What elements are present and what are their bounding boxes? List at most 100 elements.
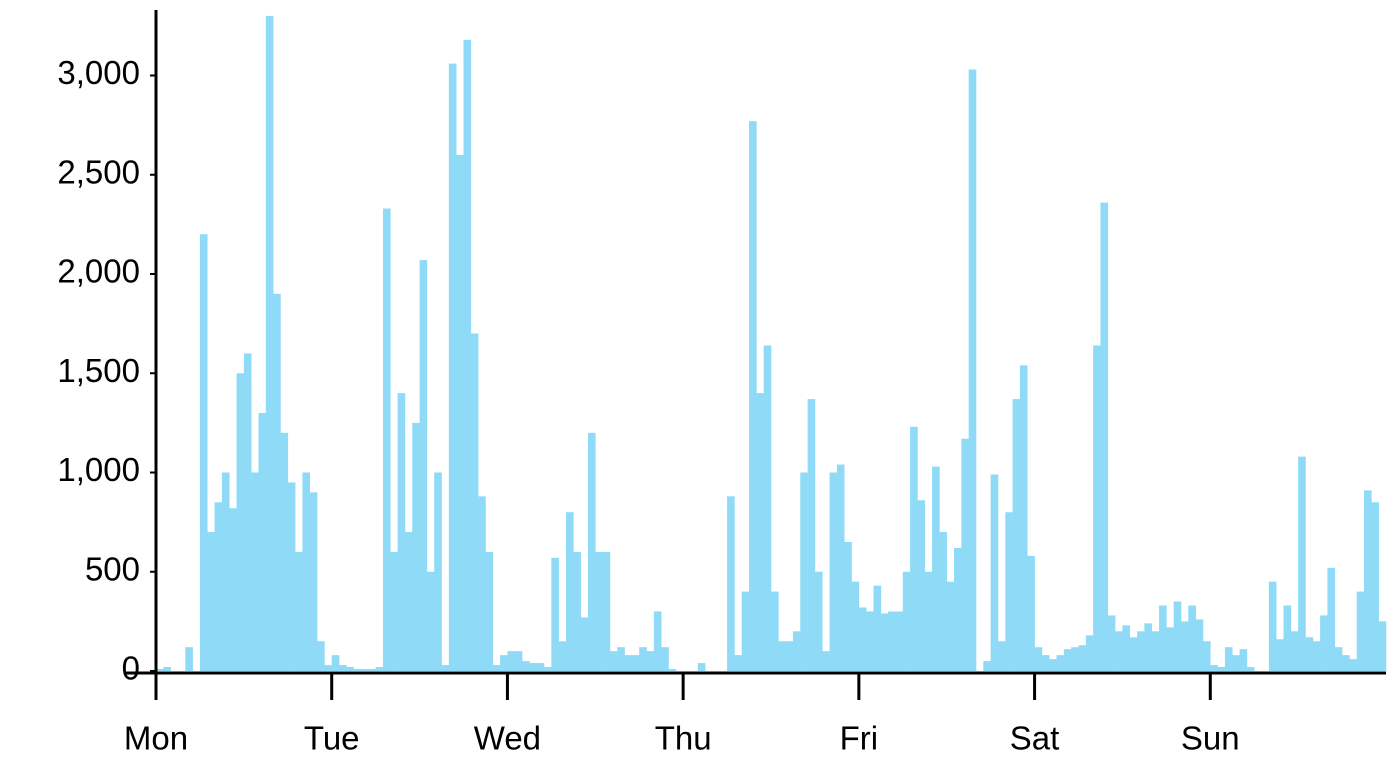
bar: [265, 15, 274, 671]
bar: [361, 669, 369, 671]
bar: [324, 665, 333, 671]
bar: [485, 551, 494, 671]
bar: [968, 69, 977, 671]
bar: [1364, 490, 1372, 671]
bar: [309, 492, 318, 671]
bar: [221, 472, 230, 671]
bar: [1115, 631, 1123, 671]
bar: [185, 647, 193, 671]
bar: [1188, 605, 1196, 671]
bar: [243, 353, 252, 671]
x-tick-label: Wed: [474, 720, 541, 757]
bar: [1159, 605, 1167, 671]
bar: [1342, 655, 1350, 671]
bar: [368, 669, 376, 671]
bar: [1078, 645, 1087, 671]
bar: [902, 571, 911, 671]
bar: [419, 260, 428, 671]
bar: [1195, 619, 1204, 671]
bar: [1232, 655, 1240, 671]
bar: [448, 63, 457, 671]
bar: [404, 532, 413, 671]
bar: [1019, 365, 1028, 671]
bar: [873, 585, 882, 671]
bar: [339, 665, 347, 671]
bar: [946, 581, 955, 671]
bar: [463, 39, 472, 671]
bar: [514, 651, 523, 671]
bar: [229, 508, 237, 671]
bar: [1166, 627, 1174, 671]
bar: [624, 655, 633, 671]
bar: [1276, 639, 1284, 671]
bar: [844, 541, 852, 671]
bar: [1202, 641, 1211, 671]
bar: [609, 651, 618, 671]
bar: [522, 661, 530, 671]
bar: [507, 651, 516, 671]
bar: [836, 464, 845, 671]
bar: [1137, 631, 1145, 671]
bar: [792, 631, 801, 671]
bar: [822, 651, 830, 671]
bar: [1239, 649, 1248, 671]
bar: [273, 293, 281, 671]
bar: [207, 532, 215, 671]
x-tick-label: Sun: [1181, 720, 1240, 757]
bar: [807, 399, 816, 671]
bar: [302, 472, 311, 671]
y-tick-label: 3,000: [57, 54, 140, 91]
bar: [1144, 623, 1153, 671]
bar: [800, 472, 808, 671]
bar: [1349, 659, 1358, 671]
bar: [866, 611, 874, 671]
bar: [888, 611, 896, 671]
bar: [544, 667, 552, 671]
bar: [661, 647, 669, 671]
bar: [500, 655, 508, 671]
bar: [1210, 665, 1218, 671]
bar: [382, 208, 391, 671]
bar: [478, 496, 486, 671]
bar: [851, 581, 860, 671]
bar: [778, 641, 786, 671]
bar: [1027, 555, 1035, 671]
bar: [1063, 649, 1072, 671]
bar: [602, 551, 611, 671]
bar: [697, 663, 706, 671]
bar: [771, 591, 779, 671]
bar: [441, 665, 450, 671]
bar: [785, 641, 794, 671]
bar: [646, 651, 655, 671]
bar: [156, 669, 164, 671]
bar: [1005, 512, 1013, 671]
x-tick-label: Mon: [124, 720, 188, 757]
x-tick-label: Thu: [655, 720, 712, 757]
bar: [470, 333, 479, 671]
bar: [734, 655, 743, 671]
bar: [580, 617, 589, 671]
bar: [1327, 567, 1336, 671]
bar: [997, 641, 1006, 671]
bar: [551, 557, 559, 671]
bar: [1041, 655, 1050, 671]
bar: [287, 482, 296, 671]
x-tick-label: Sat: [1010, 720, 1060, 757]
bar: [1085, 635, 1094, 671]
bar: [1107, 615, 1116, 671]
bar: [1305, 637, 1314, 671]
bar: [317, 641, 325, 671]
y-tick-label: 0: [122, 650, 140, 687]
bar: [1371, 502, 1379, 671]
bar: [617, 647, 625, 671]
bar: [331, 655, 340, 671]
bar: [1246, 667, 1255, 671]
bar: [932, 466, 940, 671]
bar: [375, 667, 384, 671]
bar: [1056, 655, 1065, 671]
y-tick-label: 2,000: [57, 253, 140, 290]
bar: [163, 667, 171, 671]
bar: [573, 551, 581, 671]
bar: [1181, 621, 1189, 671]
